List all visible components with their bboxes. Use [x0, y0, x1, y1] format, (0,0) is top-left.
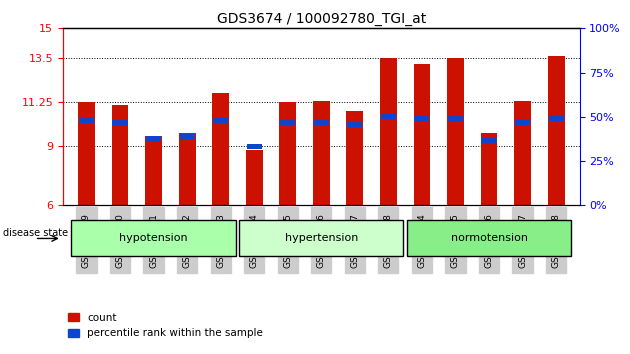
Bar [514, 101, 531, 205]
Text: disease state: disease state [3, 228, 68, 238]
Title: GDS3674 / 100092780_TGI_at: GDS3674 / 100092780_TGI_at [217, 12, 426, 26]
Bar [481, 138, 496, 143]
Bar [146, 136, 161, 141]
Bar [79, 118, 94, 123]
Bar [481, 132, 498, 205]
Bar [179, 132, 195, 205]
FancyBboxPatch shape [239, 220, 403, 256]
Bar [515, 120, 530, 125]
Bar [180, 134, 195, 139]
FancyBboxPatch shape [407, 220, 571, 256]
Bar [380, 58, 397, 205]
Bar [279, 102, 296, 205]
Bar [448, 116, 463, 121]
Legend: count, percentile rank within the sample: count, percentile rank within the sample [68, 313, 263, 338]
Bar [346, 111, 364, 205]
Bar [280, 120, 295, 125]
Bar [415, 116, 430, 121]
Bar [347, 122, 362, 127]
Bar [112, 105, 129, 205]
Bar [247, 144, 261, 149]
Bar [381, 114, 396, 119]
Bar [313, 101, 329, 205]
Bar [78, 102, 95, 205]
Bar [447, 58, 464, 205]
Text: hypotension: hypotension [119, 233, 188, 244]
Bar [212, 93, 229, 205]
Bar [113, 120, 127, 125]
Bar [314, 120, 329, 125]
Bar [213, 118, 228, 123]
Bar [549, 116, 564, 121]
Bar [246, 150, 263, 205]
Text: hypertension: hypertension [285, 233, 358, 244]
Bar [547, 56, 564, 205]
Bar [413, 64, 430, 205]
Text: normotension: normotension [450, 233, 527, 244]
Bar [145, 137, 162, 205]
FancyBboxPatch shape [71, 220, 236, 256]
